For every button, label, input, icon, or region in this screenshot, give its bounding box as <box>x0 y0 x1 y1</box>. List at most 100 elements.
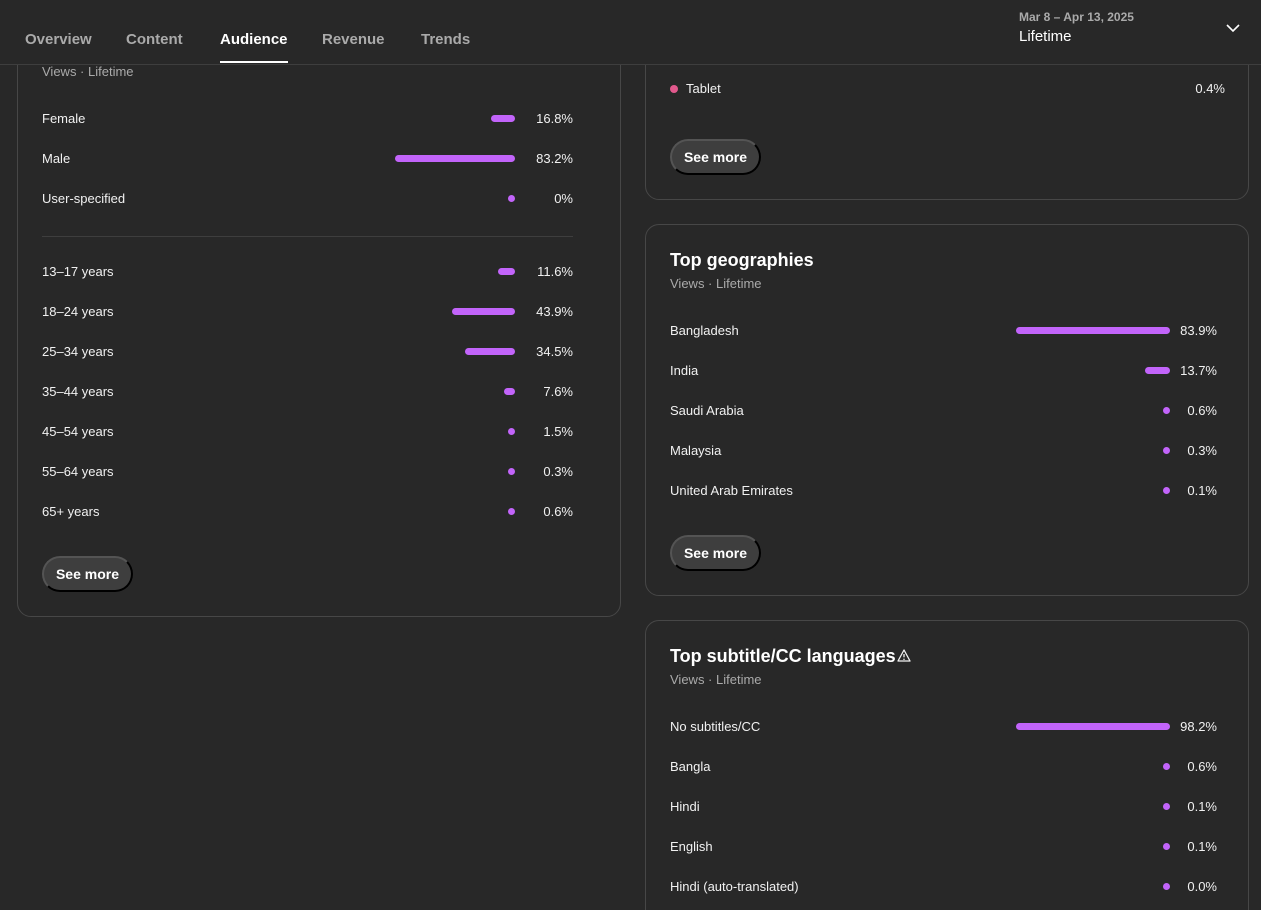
gender-label: Male <box>42 151 71 166</box>
age-value: 7.6% <box>543 384 573 399</box>
geo-row: Saudi Arabia 0.6% <box>670 401 1217 421</box>
language-bar <box>1163 843 1170 850</box>
geo-label: United Arab Emirates <box>670 483 793 498</box>
language-row: Hindi 0.1% <box>670 797 1217 817</box>
language-value: 0.0% <box>1187 879 1217 894</box>
geo-row: Bangladesh 83.9% <box>670 321 1217 341</box>
age-label: 25–34 years <box>42 344 114 359</box>
language-value: 98.2% <box>1180 719 1217 734</box>
age-bar <box>498 268 515 275</box>
demographics-card: Views · Lifetime Female 16.8% Male 83.2%… <box>17 20 621 617</box>
card-title: Top subtitle/CC languages <box>670 646 896 666</box>
age-row: 25–34 years 34.5% <box>42 342 573 362</box>
gender-value: 0% <box>554 191 573 206</box>
warning-icon[interactable] <box>897 649 911 662</box>
age-row: 45–54 years 1.5% <box>42 422 573 442</box>
age-bar <box>508 508 515 515</box>
geo-label: Saudi Arabia <box>670 403 744 418</box>
age-bar <box>504 388 515 395</box>
language-row: No subtitles/CC 98.2% <box>670 717 1217 737</box>
device-row-tablet: Tablet 0.4% <box>670 79 1225 99</box>
gender-label: User-specified <box>42 191 126 206</box>
tab-trends[interactable]: Trends <box>421 31 471 48</box>
geo-row: United Arab Emirates 0.1% <box>670 481 1217 501</box>
geo-label: India <box>670 363 699 378</box>
language-bar <box>1016 723 1170 730</box>
tab-audience[interactable]: Audience <box>220 31 288 63</box>
tab-overview[interactable]: Overview <box>25 31 92 48</box>
geo-value: 13.7% <box>1180 363 1217 378</box>
device-label: Tablet <box>686 81 721 96</box>
see-more-button[interactable]: See more <box>670 535 761 571</box>
tab-revenue[interactable]: Revenue <box>322 31 385 48</box>
gender-row-female: Female 16.8% <box>42 109 573 129</box>
language-bar <box>1163 763 1170 770</box>
gender-row-user-specified: User-specified 0% <box>42 189 573 209</box>
age-bar <box>508 468 515 475</box>
card-subtitle: Views · Lifetime <box>670 276 762 291</box>
age-value: 43.9% <box>536 304 573 319</box>
gender-bar <box>490 115 515 122</box>
gender-value: 16.8% <box>536 111 573 126</box>
age-value: 0.6% <box>543 504 573 519</box>
geo-value: 83.9% <box>1180 323 1217 338</box>
age-row: 18–24 years 43.9% <box>42 302 573 322</box>
top-geographies-card: Top geographies Views · Lifetime Banglad… <box>645 224 1249 596</box>
language-value: 0.1% <box>1187 839 1217 854</box>
device-value: 0.4% <box>1195 81 1225 96</box>
section-divider <box>42 236 573 237</box>
gender-value: 83.2% <box>536 151 573 166</box>
language-value: 0.6% <box>1187 759 1217 774</box>
geo-bar <box>1163 407 1170 414</box>
age-value: 1.5% <box>543 424 573 439</box>
language-label: Bangla <box>670 759 711 774</box>
age-label: 18–24 years <box>42 304 114 319</box>
age-row: 65+ years 0.6% <box>42 502 573 522</box>
gender-label: Female <box>42 111 86 126</box>
active-tab-indicator <box>220 61 288 63</box>
geo-label: Bangladesh <box>670 323 739 338</box>
language-value: 0.1% <box>1187 799 1217 814</box>
age-label: 45–54 years <box>42 424 114 439</box>
tab-audience-label: Audience <box>220 31 288 48</box>
geo-value: 0.6% <box>1187 403 1217 418</box>
geo-value: 0.1% <box>1187 483 1217 498</box>
age-label: 55–64 years <box>42 464 114 479</box>
language-row: Bangla 0.6% <box>670 757 1217 777</box>
geo-bar <box>1016 327 1170 334</box>
gender-bar <box>508 195 515 202</box>
card-title: Top geographies <box>670 250 814 270</box>
language-row: Hindi (auto-translated) 0.0% <box>670 877 1217 897</box>
age-row: 55–64 years 0.3% <box>42 462 573 482</box>
gender-bar <box>395 155 515 162</box>
chevron-down-icon <box>1226 24 1240 33</box>
age-label: 65+ years <box>42 504 100 519</box>
age-value: 34.5% <box>536 344 573 359</box>
language-bar <box>1163 883 1170 890</box>
age-label: 35–44 years <box>42 384 114 399</box>
language-label: Hindi <box>670 799 700 814</box>
tab-content[interactable]: Content <box>126 31 183 48</box>
legend-dot <box>670 85 678 93</box>
geo-row: Malaysia 0.3% <box>670 441 1217 461</box>
geo-row: India 13.7% <box>670 361 1217 381</box>
age-row: 35–44 years 7.6% <box>42 382 573 402</box>
age-row: 13–17 years 11.6% <box>42 262 573 282</box>
language-label: Hindi (auto-translated) <box>670 879 799 894</box>
geo-label: Malaysia <box>670 443 722 458</box>
geo-value: 0.3% <box>1187 443 1217 458</box>
age-bar <box>508 428 515 435</box>
geo-bar <box>1163 487 1170 494</box>
language-label: No subtitles/CC <box>670 719 761 734</box>
date-range-value: Lifetime <box>1019 28 1072 45</box>
language-bar <box>1163 803 1170 810</box>
card-subtitle: Views · Lifetime <box>670 672 762 687</box>
top-navigation-bar: Overview Content Audience Revenue Trends… <box>0 0 1261 65</box>
see-more-button[interactable]: See more <box>670 139 761 175</box>
see-more-button[interactable]: See more <box>42 556 133 592</box>
age-bar <box>465 348 515 355</box>
top-subtitle-languages-card: Top subtitle/CC languages Views · Lifeti… <box>645 620 1249 910</box>
geo-bar <box>1144 367 1170 374</box>
date-range-selector[interactable]: Mar 8 – Apr 13, 2025 Lifetime <box>1019 10 1249 52</box>
age-value: 0.3% <box>543 464 573 479</box>
